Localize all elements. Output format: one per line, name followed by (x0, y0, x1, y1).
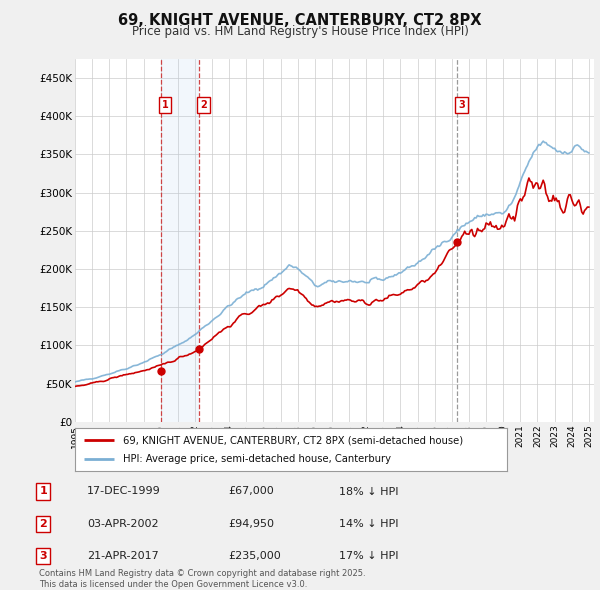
Text: 18% ↓ HPI: 18% ↓ HPI (339, 487, 398, 496)
Text: 1: 1 (161, 100, 168, 110)
Text: 2: 2 (40, 519, 47, 529)
Text: £235,000: £235,000 (228, 552, 281, 561)
Text: 03-APR-2002: 03-APR-2002 (87, 519, 158, 529)
Text: HPI: Average price, semi-detached house, Canterbury: HPI: Average price, semi-detached house,… (122, 454, 391, 464)
Text: Price paid vs. HM Land Registry's House Price Index (HPI): Price paid vs. HM Land Registry's House … (131, 25, 469, 38)
Text: 17% ↓ HPI: 17% ↓ HPI (339, 552, 398, 561)
Text: 14% ↓ HPI: 14% ↓ HPI (339, 519, 398, 529)
Text: £94,950: £94,950 (228, 519, 274, 529)
Text: Contains HM Land Registry data © Crown copyright and database right 2025.
This d: Contains HM Land Registry data © Crown c… (39, 569, 365, 589)
Text: 3: 3 (458, 100, 465, 110)
Bar (161, 59, 199, 422)
Text: 69, KNIGHT AVENUE, CANTERBURY, CT2 8PX: 69, KNIGHT AVENUE, CANTERBURY, CT2 8PX (118, 13, 482, 28)
Text: 3: 3 (40, 552, 47, 561)
Text: 1: 1 (40, 487, 47, 496)
Text: 2: 2 (200, 100, 207, 110)
Text: 69, KNIGHT AVENUE, CANTERBURY, CT2 8PX (semi-detached house): 69, KNIGHT AVENUE, CANTERBURY, CT2 8PX (… (122, 435, 463, 445)
Text: £67,000: £67,000 (228, 487, 274, 496)
Text: 21-APR-2017: 21-APR-2017 (87, 552, 159, 561)
Text: 17-DEC-1999: 17-DEC-1999 (87, 487, 161, 496)
